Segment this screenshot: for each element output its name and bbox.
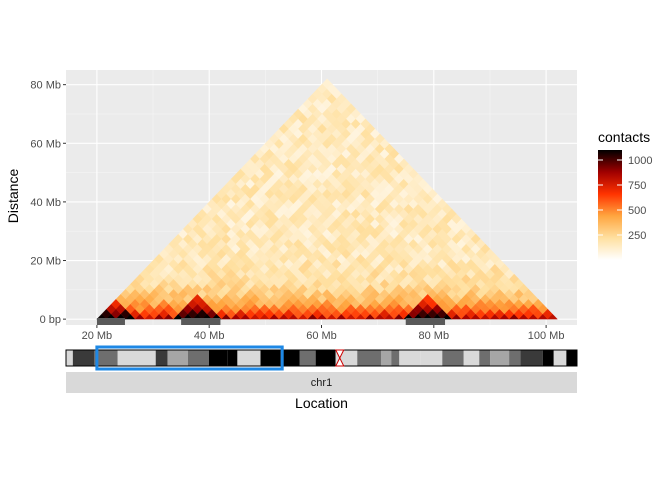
legend-break-label: 750 <box>628 180 646 192</box>
contact-heatmap <box>96 78 558 320</box>
contact-cell <box>547 313 558 320</box>
y-tick-label: 60 Mb <box>30 138 61 150</box>
ideogram-band <box>399 350 421 366</box>
ideogram-band <box>391 350 400 366</box>
ideogram-band <box>479 350 491 366</box>
x-tick-label: 60 Mb <box>306 330 337 342</box>
ideogram-band <box>380 350 392 366</box>
y-tick-label: 80 Mb <box>30 80 61 92</box>
ideogram-band <box>442 350 464 366</box>
x-tick-label: 80 Mb <box>419 330 450 342</box>
y-tick-label: 20 Mb <box>30 256 61 268</box>
ideogram-band <box>94 350 118 366</box>
ideogram-band <box>490 350 510 366</box>
x-axis: 20 Mb 40 Mb 60 Mb 80 Mb 100 Mb <box>82 325 565 342</box>
ideogram-band <box>66 350 73 366</box>
ideogram-band <box>134 350 156 366</box>
ideogram-band <box>167 350 188 366</box>
legend-break-label: 250 <box>628 230 646 242</box>
y-tick-label: 0 bp <box>40 314 61 326</box>
y-tick-label: 40 Mb <box>30 197 61 209</box>
x-tick-label: 100 Mb <box>528 330 565 342</box>
y-axis: 0 bp 20 Mb 40 Mb 60 Mb 80 Mb <box>30 80 66 326</box>
ideogram-band <box>155 350 168 366</box>
tad-domain-bar <box>181 318 221 325</box>
ideogram-band <box>117 350 135 366</box>
legend-break-label: 500 <box>628 205 646 217</box>
ideogram-band <box>420 350 443 366</box>
ideogram-band <box>260 350 281 366</box>
tad-domain-bars <box>96 318 446 325</box>
ideogram-band <box>280 350 300 366</box>
ideogram-band <box>208 350 228 366</box>
ideogram-band <box>72 350 95 366</box>
legend-break-label: 1000 <box>628 155 652 167</box>
tad-domain-bar <box>96 318 125 325</box>
legend-colorbar <box>598 150 622 260</box>
chromosome-ideogram <box>65 345 578 371</box>
ideogram-band <box>227 350 238 366</box>
ideogram-band <box>357 350 381 366</box>
region-highlight <box>95 345 284 371</box>
legend-title: contacts <box>598 129 650 145</box>
ideogram-band <box>542 350 554 366</box>
centromere-marker <box>334 356 345 367</box>
chromosome-label: chr1 <box>311 377 332 389</box>
centromere-marker <box>334 349 345 360</box>
y-axis-title: Distance <box>5 169 21 224</box>
ideogram-band <box>315 350 336 366</box>
x-axis-title: Location <box>295 395 348 411</box>
ideogram-band <box>237 350 261 366</box>
ideogram-outline <box>65 349 578 367</box>
color-legend: contacts 250 500 750 1000 <box>598 129 652 260</box>
ideogram-band <box>187 350 209 366</box>
ideogram-band <box>553 350 567 366</box>
x-tick-label: 20 Mb <box>82 330 113 342</box>
ideogram-band <box>299 350 316 366</box>
ideogram-band <box>566 350 577 366</box>
tad-domain-bar <box>405 318 446 325</box>
x-tick-label: 40 Mb <box>194 330 225 342</box>
ideogram-band <box>509 350 521 366</box>
facet-strip <box>66 372 577 393</box>
ideogram-band <box>463 350 480 366</box>
ideogram-band <box>520 350 543 366</box>
